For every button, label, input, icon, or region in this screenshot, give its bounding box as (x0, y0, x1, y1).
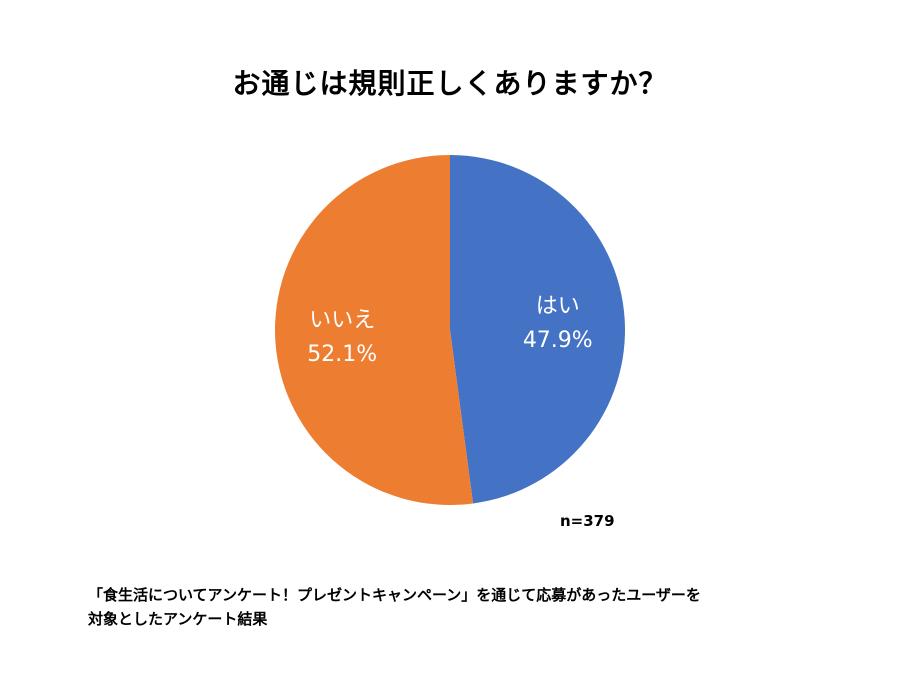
pie-slices (274, 155, 625, 505)
slice-label-yes: はい (536, 294, 580, 319)
footnote-line-1: 「食生活についてアンケート！プレゼントキャンペーン」を通じて応募があったユーザー… (88, 586, 701, 604)
slice-label-no: いいえ (309, 308, 375, 333)
slice-value-no: 52.1% (307, 342, 377, 367)
chart-title: お通じは規則正しくありますか？ (232, 67, 668, 100)
sample-size-annotation: n=379 (560, 512, 615, 530)
slice-value-yes: 47.9% (523, 328, 593, 353)
pie-slice-no (274, 155, 474, 505)
pie-slice-yes (450, 155, 625, 504)
footnote-line-2: 対象としたアンケート結果 (88, 610, 268, 628)
pie-labels: はい 47.9% いいえ 52.1% (307, 294, 592, 367)
survey-footnote: 「食生活についてアンケート！プレゼントキャンペーン」を通じて応募があったユーザー… (88, 583, 828, 631)
